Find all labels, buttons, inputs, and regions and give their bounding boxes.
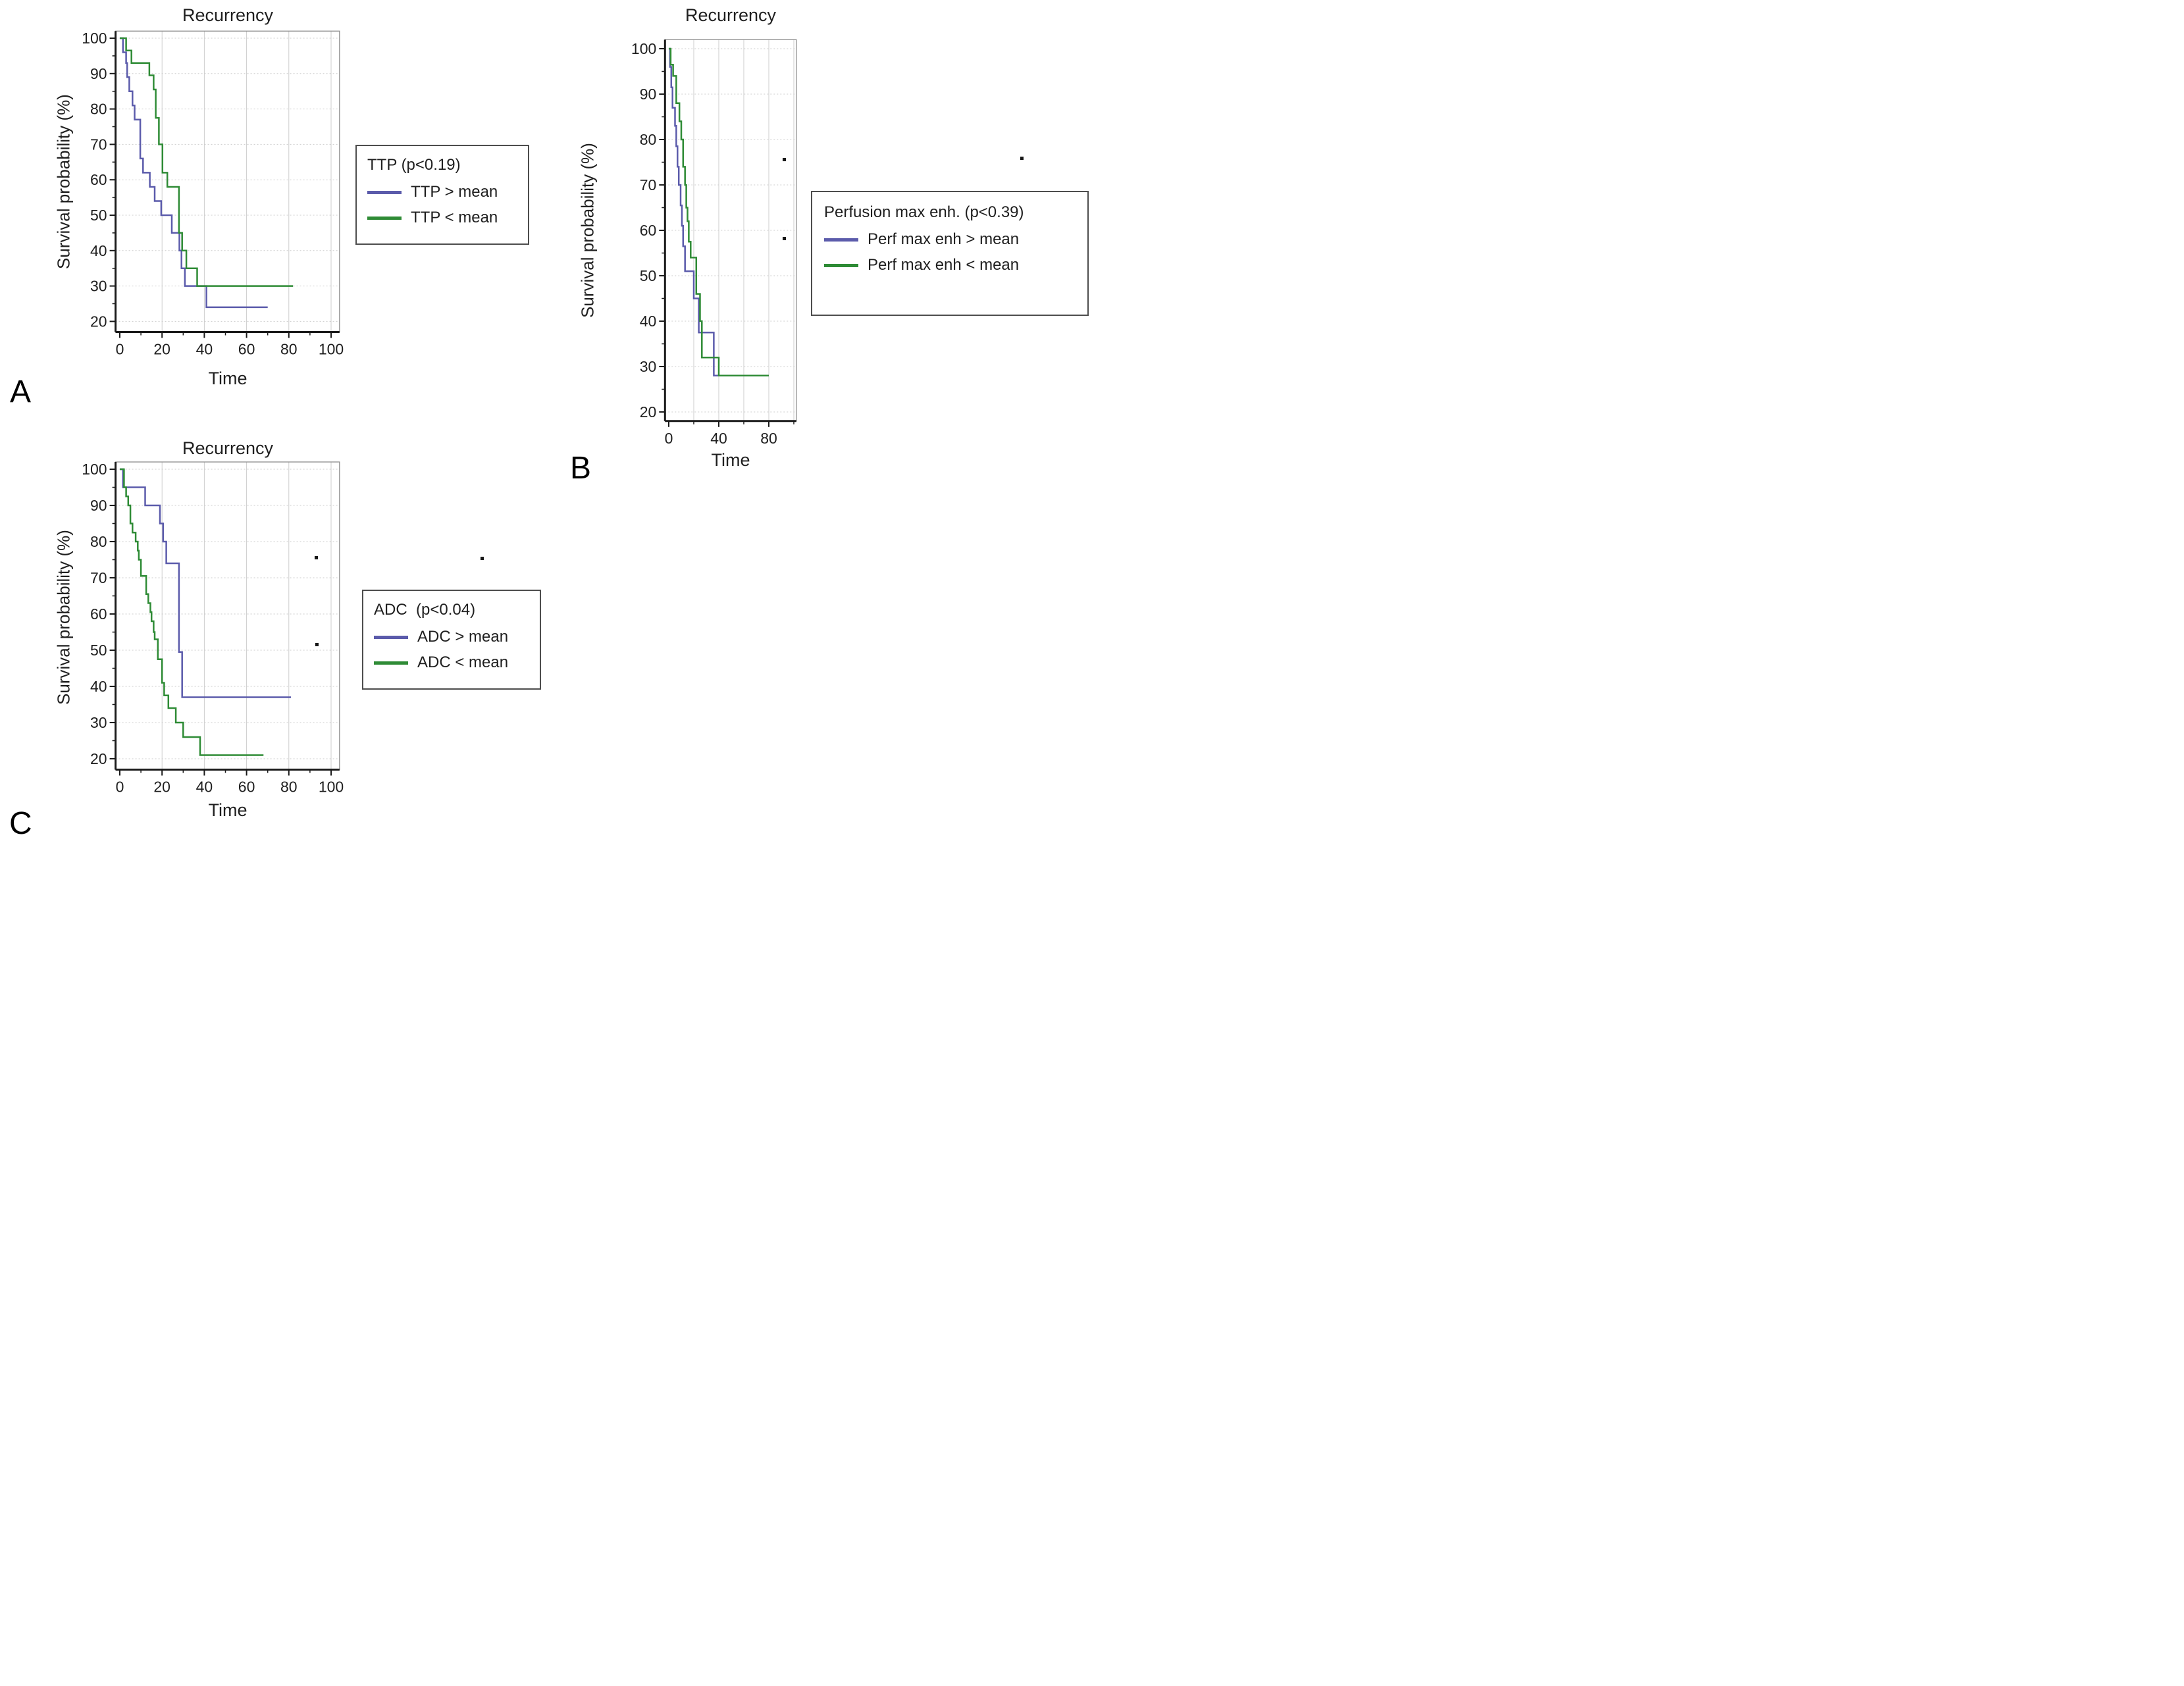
panel-c-legend-entry-green: ADC < mean xyxy=(374,653,529,673)
panel-c-y-axis-title: Survival probability (%) xyxy=(53,530,74,705)
x-tick-label: 20 xyxy=(153,341,170,358)
survival-curve-ttp-mean xyxy=(120,37,268,309)
panel-b-legend-entry-blue-label: Perf max enh > mean xyxy=(868,230,1020,248)
stray-mark xyxy=(481,557,484,560)
y-tick-label: 50 xyxy=(90,207,107,224)
y-tick-label: 100 xyxy=(631,40,656,57)
y-tick-label: 70 xyxy=(90,136,107,153)
x-tick-label: 60 xyxy=(238,779,255,796)
y-tick-label: 90 xyxy=(90,65,107,82)
legend-line-sample-green-icon xyxy=(367,216,402,220)
stray-mark xyxy=(783,158,786,161)
x-tick-label: 100 xyxy=(319,779,344,796)
y-tick-label: 80 xyxy=(90,101,107,118)
y-tick-label: 60 xyxy=(90,605,107,623)
y-tick-label: 30 xyxy=(90,714,107,731)
y-tick-label: 100 xyxy=(82,461,107,478)
x-tick-label: 40 xyxy=(196,341,213,358)
legend-line-sample-blue-icon xyxy=(367,190,402,194)
y-tick-label: 100 xyxy=(82,30,107,47)
panel-a-legend-entry-green-label: TTP < mean xyxy=(411,209,498,226)
x-tick-label: 20 xyxy=(153,779,170,796)
panel-c-legend-title: ADC (p<0.04) xyxy=(374,601,476,619)
panel-a-legend-entry-green: TTP < mean xyxy=(367,208,517,228)
x-tick-label: 40 xyxy=(196,779,213,796)
panel-a-legend-inner: TTP (p<0.19) TTP > mean TTP < mean xyxy=(357,146,528,236)
survival-curve-perf-max-enh-mean xyxy=(669,47,719,377)
plot-border xyxy=(664,39,797,422)
panel-a-legend: TTP (p<0.19) TTP > mean TTP < mean xyxy=(355,145,529,245)
survival-curve-perf-max-enh-mean xyxy=(669,47,769,377)
legend-line-sample-green-icon xyxy=(824,263,858,267)
x-tick-label: 80 xyxy=(760,430,777,447)
y-tick-label: 50 xyxy=(640,267,657,284)
y-tick-label: 60 xyxy=(640,222,657,239)
panel-c-chart-title: Recurrency xyxy=(182,438,274,458)
panel-b-legend-entry-green: Perf max enh < mean xyxy=(824,255,1076,275)
panel-b-letter: B xyxy=(570,451,592,486)
y-tick-label: 20 xyxy=(90,750,107,767)
y-tick-label: 80 xyxy=(90,533,107,550)
legend-line-sample-green-icon xyxy=(374,661,408,665)
x-tick-label: 80 xyxy=(280,341,298,358)
y-tick-label: 40 xyxy=(640,313,657,330)
panel-b-y-axis-title: Survival probability (%) xyxy=(577,143,598,318)
panel-a-x-axis-title: Time xyxy=(208,369,247,388)
x-tick-label: 0 xyxy=(116,779,124,796)
y-tick-label: 30 xyxy=(640,358,657,375)
panel-a-letter: A xyxy=(10,374,32,409)
figure-canvas: 0 20 40 60 80 100 20 30 40 50 60 70 80 90 100 0 40 80 20 30… xyxy=(0,0,1092,843)
x-tick-label: 0 xyxy=(116,341,124,358)
panel-a-legend-entry-blue: TTP > mean xyxy=(367,182,517,202)
x-tick-label: 60 xyxy=(238,341,255,358)
survival-curve-ttp-mean xyxy=(120,37,294,287)
panel-b-legend: Perfusion max enh. (p<0.39) Perf max enh… xyxy=(811,191,1089,316)
panel-b-legend-entry-blue: Perf max enh > mean xyxy=(824,230,1076,249)
y-tick-label: 20 xyxy=(640,403,657,421)
legend-line-sample-blue-icon xyxy=(374,635,408,639)
y-tick-label: 20 xyxy=(90,313,107,330)
plot-border xyxy=(115,461,340,771)
panel-a-legend-title: TTP (p<0.19) xyxy=(367,156,461,174)
stray-mark xyxy=(315,556,318,559)
panel-a-legend-entry-blue-label: TTP > mean xyxy=(411,183,498,201)
panel-c-legend: ADC (p<0.04) ADC > mean ADC < mean xyxy=(362,590,541,690)
stray-mark xyxy=(315,643,319,646)
panel-b-x-axis-title: Time xyxy=(711,450,750,470)
panel-b-legend-title: Perfusion max enh. (p<0.39) xyxy=(824,203,1024,221)
panel-a-y-axis-title: Survival probability (%) xyxy=(53,94,74,269)
survival-curve-adc-mean xyxy=(120,468,291,698)
panel-c-legend-inner: ADC (p<0.04) ADC > mean ADC < mean xyxy=(363,591,540,680)
panel-c-legend-entry-blue-label: ADC > mean xyxy=(417,628,509,646)
survival-curve-adc-mean xyxy=(120,468,264,756)
legend-line-sample-blue-icon xyxy=(824,238,858,242)
stray-mark xyxy=(783,237,786,240)
panel-a-chart-title: Recurrency xyxy=(182,5,274,25)
stray-mark xyxy=(1020,157,1024,160)
survival-curves-chart-layer: 0 20 40 60 80 100 20 30 40 50 60 70 80 90 100 0 40 80 20 30… xyxy=(82,30,1024,796)
y-tick-label: 40 xyxy=(90,242,107,259)
y-tick-label: 70 xyxy=(640,176,657,193)
y-tick-label: 30 xyxy=(90,278,107,295)
panel-c-legend-entry-blue: ADC > mean xyxy=(374,627,529,647)
y-tick-label: 40 xyxy=(90,678,107,695)
panel-b-legend-inner: Perfusion max enh. (p<0.39) Perf max enh… xyxy=(812,192,1087,284)
x-tick-label: 0 xyxy=(665,430,673,447)
panel-b-chart-title: Recurrency xyxy=(685,5,777,25)
y-tick-label: 80 xyxy=(640,131,657,148)
panel-c-legend-entry-green-label: ADC < mean xyxy=(417,653,509,671)
y-tick-label: 70 xyxy=(90,569,107,586)
x-tick-label: 80 xyxy=(280,779,298,796)
x-tick-label: 100 xyxy=(319,341,344,358)
panel-b-legend-entry-green-label: Perf max enh < mean xyxy=(868,256,1020,274)
y-tick-label: 90 xyxy=(640,86,657,103)
x-tick-label: 40 xyxy=(710,430,727,447)
panel-c-x-axis-title: Time xyxy=(208,800,247,820)
y-tick-label: 50 xyxy=(90,642,107,659)
panel-c-letter: C xyxy=(9,806,32,841)
y-tick-label: 60 xyxy=(90,171,107,188)
y-tick-label: 90 xyxy=(90,497,107,514)
